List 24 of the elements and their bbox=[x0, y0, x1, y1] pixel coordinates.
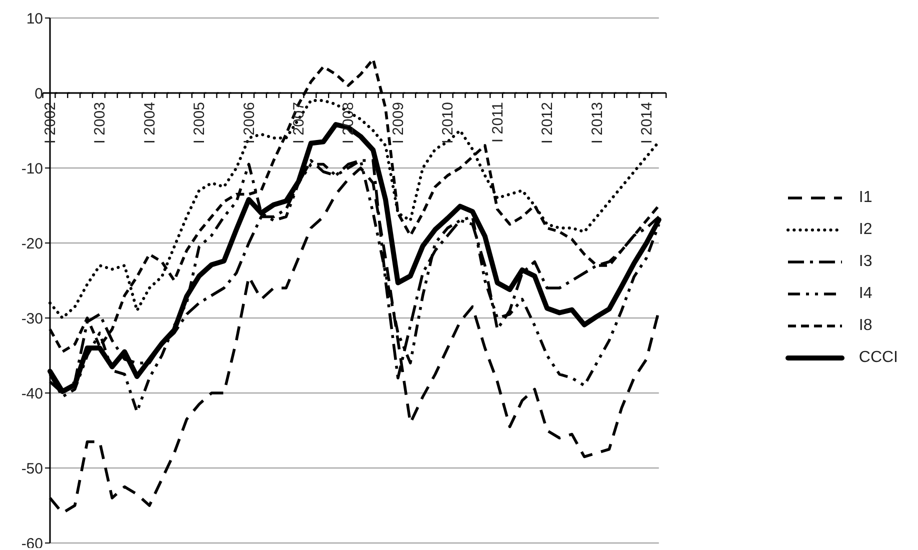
x-tick-label: I 2010 bbox=[440, 102, 457, 144]
x-tick-label: I 2011 bbox=[489, 102, 506, 143]
legend-label: I1 bbox=[858, 189, 872, 207]
x-tick-label: I 2003 bbox=[92, 102, 109, 144]
x-tick-label: I 2004 bbox=[141, 102, 158, 144]
y-tick-label: -40 bbox=[21, 385, 43, 402]
y-tick-label: -20 bbox=[21, 235, 43, 252]
x-tick-label: I 2006 bbox=[240, 102, 258, 144]
legend-label: I8 bbox=[858, 317, 872, 335]
x-tick-label: I 2013 bbox=[588, 102, 606, 144]
legend-label: CCCI bbox=[858, 349, 898, 367]
x-tick-label: I 2002 bbox=[42, 102, 59, 144]
y-tick-label: -30 bbox=[21, 310, 43, 328]
x-tick-label: I 2005 bbox=[191, 102, 208, 144]
legend-label: I2 bbox=[858, 221, 872, 239]
y-tick-label: 0 bbox=[34, 85, 43, 102]
y-tick-label: -50 bbox=[21, 460, 43, 478]
y-tick-label: 10 bbox=[26, 10, 43, 28]
y-tick-label: -10 bbox=[21, 160, 43, 178]
legend-label: I3 bbox=[858, 253, 872, 271]
legend-label: I4 bbox=[858, 285, 872, 303]
x-tick-label: I 2014 bbox=[638, 102, 656, 144]
x-tick-label: I 2009 bbox=[390, 102, 407, 144]
x-tick-label: I 2012 bbox=[539, 102, 556, 144]
